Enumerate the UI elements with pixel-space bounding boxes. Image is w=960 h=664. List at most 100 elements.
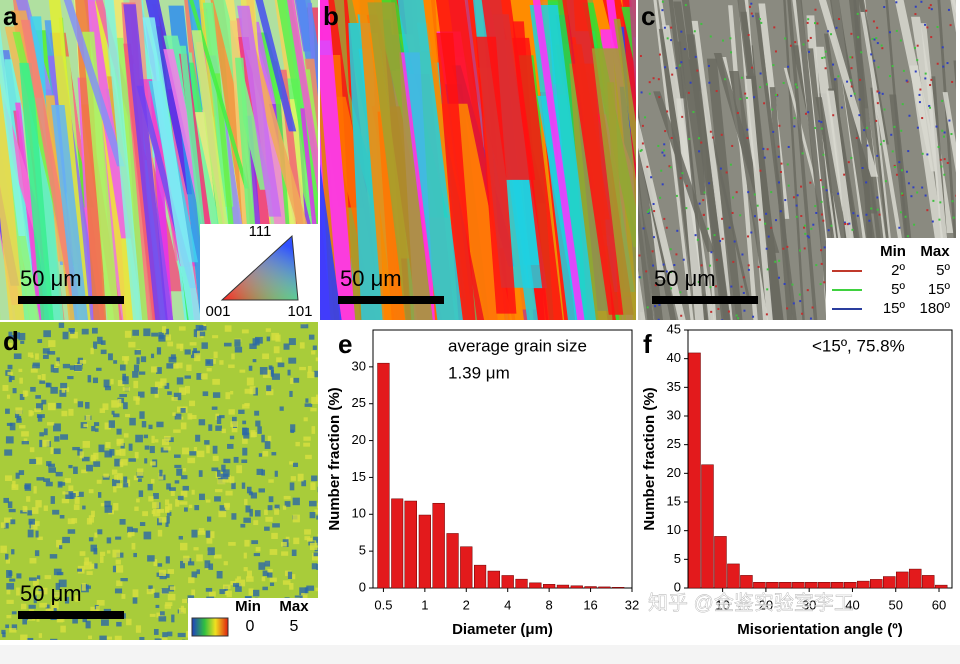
texture [851, 228, 854, 231]
texture [806, 235, 809, 238]
texture [97, 492, 102, 498]
footer-bar [0, 645, 960, 664]
texture [90, 563, 96, 569]
bar [870, 579, 883, 589]
texture [287, 571, 293, 579]
texture [782, 247, 785, 250]
texture [731, 144, 734, 147]
texture [85, 415, 91, 421]
texture [871, 37, 874, 40]
texture [914, 5, 917, 8]
y-tick-label: 45 [667, 321, 681, 336]
texture [938, 218, 941, 221]
texture [664, 66, 667, 69]
texture [770, 226, 773, 229]
texture [760, 21, 763, 24]
texture [7, 364, 13, 370]
texture [848, 222, 851, 225]
texture [45, 608, 51, 613]
texture [77, 491, 84, 497]
texture [74, 497, 80, 504]
bar [934, 584, 948, 589]
bar [688, 352, 701, 589]
texture [875, 37, 878, 40]
texture [239, 369, 246, 373]
texture [132, 329, 139, 336]
texture [73, 466, 78, 474]
texture [186, 364, 192, 372]
texture [307, 365, 312, 373]
texture [226, 590, 232, 598]
texture [153, 628, 159, 635]
texture [732, 260, 735, 263]
texture [114, 475, 119, 480]
texture [27, 510, 33, 516]
texture [212, 392, 221, 398]
texture [898, 226, 901, 229]
texture [652, 202, 655, 205]
texture [815, 264, 818, 267]
texture [205, 359, 214, 366]
texture [802, 43, 805, 46]
texture [297, 473, 304, 482]
bar [792, 582, 805, 589]
texture [679, 291, 682, 294]
texture [133, 380, 139, 389]
texture [131, 528, 138, 533]
texture [193, 446, 198, 452]
texture [43, 478, 51, 482]
texture [809, 317, 812, 320]
texture [783, 282, 786, 285]
texture [36, 575, 41, 580]
texture [822, 186, 825, 189]
x-tick-label: 4 [504, 597, 511, 612]
texture [820, 127, 823, 130]
texture [231, 482, 236, 490]
texture [180, 560, 185, 569]
texture [293, 377, 300, 383]
texture [123, 483, 129, 488]
texture [900, 129, 903, 132]
texture [931, 220, 934, 223]
texture [37, 536, 43, 541]
texture [181, 475, 188, 480]
texture [661, 9, 664, 12]
texture [67, 518, 75, 525]
texture [166, 363, 174, 369]
texture [7, 371, 13, 376]
texture [100, 349, 107, 355]
texture [926, 153, 929, 156]
texture [34, 550, 40, 557]
texture [283, 343, 290, 350]
texture [245, 505, 251, 513]
texture [942, 65, 945, 68]
texture [924, 23, 927, 26]
texture [646, 165, 649, 168]
texture [638, 269, 646, 320]
texture [32, 362, 40, 366]
texture [778, 124, 781, 127]
texture [913, 223, 916, 226]
texture [82, 440, 90, 448]
texture [919, 88, 922, 91]
y-tick-label: 5 [359, 543, 366, 558]
texture [952, 216, 955, 219]
scale-bar-label: 50 μm [20, 266, 82, 291]
texture [747, 264, 750, 267]
texture [306, 585, 315, 591]
texture [86, 518, 93, 525]
texture [288, 338, 296, 346]
texture [16, 587, 20, 596]
texture [55, 582, 61, 590]
texture [158, 616, 167, 622]
texture [198, 326, 207, 331]
texture [132, 597, 138, 604]
texture [235, 585, 242, 592]
texture [211, 467, 219, 472]
texture [669, 166, 672, 169]
texture [58, 482, 66, 486]
texture [20, 19, 79, 296]
texture [728, 226, 731, 229]
texture [219, 505, 227, 512]
texture [164, 499, 170, 506]
